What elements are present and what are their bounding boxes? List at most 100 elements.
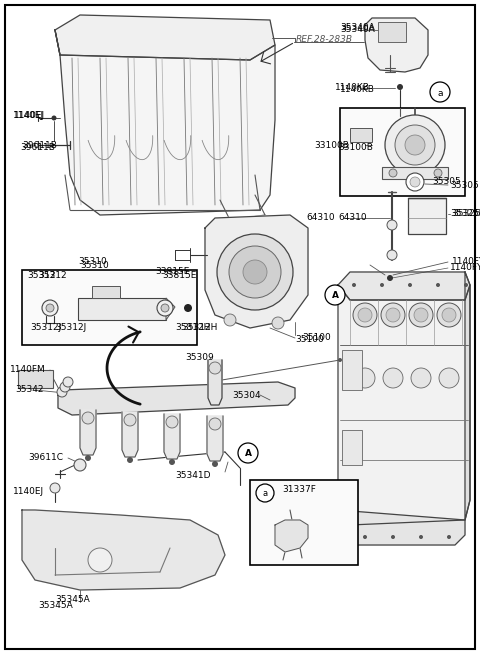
Circle shape [419,535,423,539]
Text: 33815E: 33815E [155,267,190,277]
Circle shape [325,285,345,305]
Circle shape [383,368,403,388]
Text: 1140FY: 1140FY [452,258,480,266]
Circle shape [352,283,356,287]
Circle shape [410,177,420,187]
Text: 1140KB: 1140KB [340,86,375,94]
Polygon shape [80,410,96,455]
Text: 1140FY: 1140FY [450,264,480,273]
Circle shape [256,484,274,502]
Text: A: A [332,292,338,300]
Circle shape [88,548,112,572]
Polygon shape [55,15,275,60]
Bar [350,128,372,142]
Circle shape [74,459,86,471]
Circle shape [50,483,60,493]
Bar [18,370,53,388]
Polygon shape [122,412,138,457]
Polygon shape [55,30,275,215]
Circle shape [395,125,435,165]
Text: 35309: 35309 [185,354,214,362]
Circle shape [63,385,67,389]
Circle shape [387,250,397,260]
Circle shape [391,535,395,539]
Text: 1140EJ: 1140EJ [13,111,44,120]
Bar [408,198,446,234]
Circle shape [272,317,284,329]
Text: 35100: 35100 [295,336,324,345]
Bar [378,22,406,42]
Text: 39611B: 39611B [22,141,57,150]
Text: 1140EJ: 1140EJ [14,111,45,120]
Circle shape [397,84,403,90]
Circle shape [60,390,64,394]
Circle shape [387,275,393,281]
Polygon shape [166,298,175,320]
Circle shape [212,461,218,467]
Circle shape [124,414,136,426]
Text: 35340A: 35340A [340,24,375,33]
Circle shape [85,455,91,461]
Text: 35100: 35100 [302,334,331,343]
Polygon shape [22,510,225,590]
Circle shape [363,535,367,539]
Text: 35305: 35305 [432,177,461,186]
Circle shape [386,308,400,322]
Circle shape [439,368,459,388]
Polygon shape [338,285,470,525]
Circle shape [381,303,405,327]
Polygon shape [207,416,223,461]
Text: 35310: 35310 [80,260,109,269]
Polygon shape [365,18,428,72]
Circle shape [157,300,173,316]
Circle shape [60,382,70,392]
Circle shape [184,304,192,312]
Bar [78,298,166,320]
Bar [250,480,358,565]
Circle shape [42,300,58,316]
Text: 35340A: 35340A [340,26,375,35]
Text: 35325D: 35325D [452,209,480,218]
Polygon shape [465,272,470,520]
Polygon shape [205,215,308,328]
Circle shape [57,387,67,397]
Text: 35342: 35342 [15,385,44,394]
Circle shape [358,308,372,322]
Text: 33100B: 33100B [338,143,373,152]
Circle shape [209,418,221,430]
Text: 35312H: 35312H [182,324,217,332]
Text: 35312J: 35312J [30,324,61,332]
Circle shape [51,116,57,120]
Bar [92,286,120,298]
Text: 35312: 35312 [38,271,67,279]
Circle shape [430,82,450,102]
Bar [342,430,362,465]
Text: 35312: 35312 [27,271,56,279]
Polygon shape [338,272,470,300]
Circle shape [338,358,342,362]
Circle shape [166,416,178,428]
Circle shape [434,169,442,177]
Circle shape [389,169,397,177]
Circle shape [224,314,236,326]
Text: 64310: 64310 [306,213,335,222]
Text: 33100B: 33100B [314,141,349,150]
Bar [382,167,448,179]
Text: 35341D: 35341D [175,470,211,479]
Circle shape [243,260,267,284]
Text: 35345A: 35345A [38,600,73,610]
Text: REF.28-283B: REF.28-283B [296,35,353,44]
Circle shape [66,380,70,384]
Text: 35304: 35304 [232,390,261,400]
Circle shape [447,535,451,539]
Circle shape [380,283,384,287]
Text: 64310: 64310 [338,213,367,222]
Circle shape [161,304,169,312]
Text: 39611B: 39611B [20,143,55,152]
Circle shape [63,377,73,387]
Circle shape [238,443,258,463]
Circle shape [409,303,433,327]
Text: 1140EJ: 1140EJ [13,487,44,496]
Circle shape [437,303,461,327]
Circle shape [442,308,456,322]
